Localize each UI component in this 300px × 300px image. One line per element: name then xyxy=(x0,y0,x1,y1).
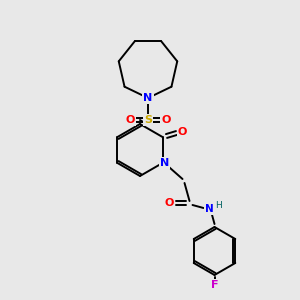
Text: N: N xyxy=(205,204,214,214)
Text: O: O xyxy=(165,198,174,208)
Text: O: O xyxy=(161,115,171,125)
Text: O: O xyxy=(178,127,187,137)
Text: N: N xyxy=(143,93,153,103)
Text: O: O xyxy=(125,115,135,125)
Text: N: N xyxy=(160,158,169,168)
Text: S: S xyxy=(144,115,152,125)
Text: F: F xyxy=(211,280,218,290)
Text: H: H xyxy=(215,202,222,211)
